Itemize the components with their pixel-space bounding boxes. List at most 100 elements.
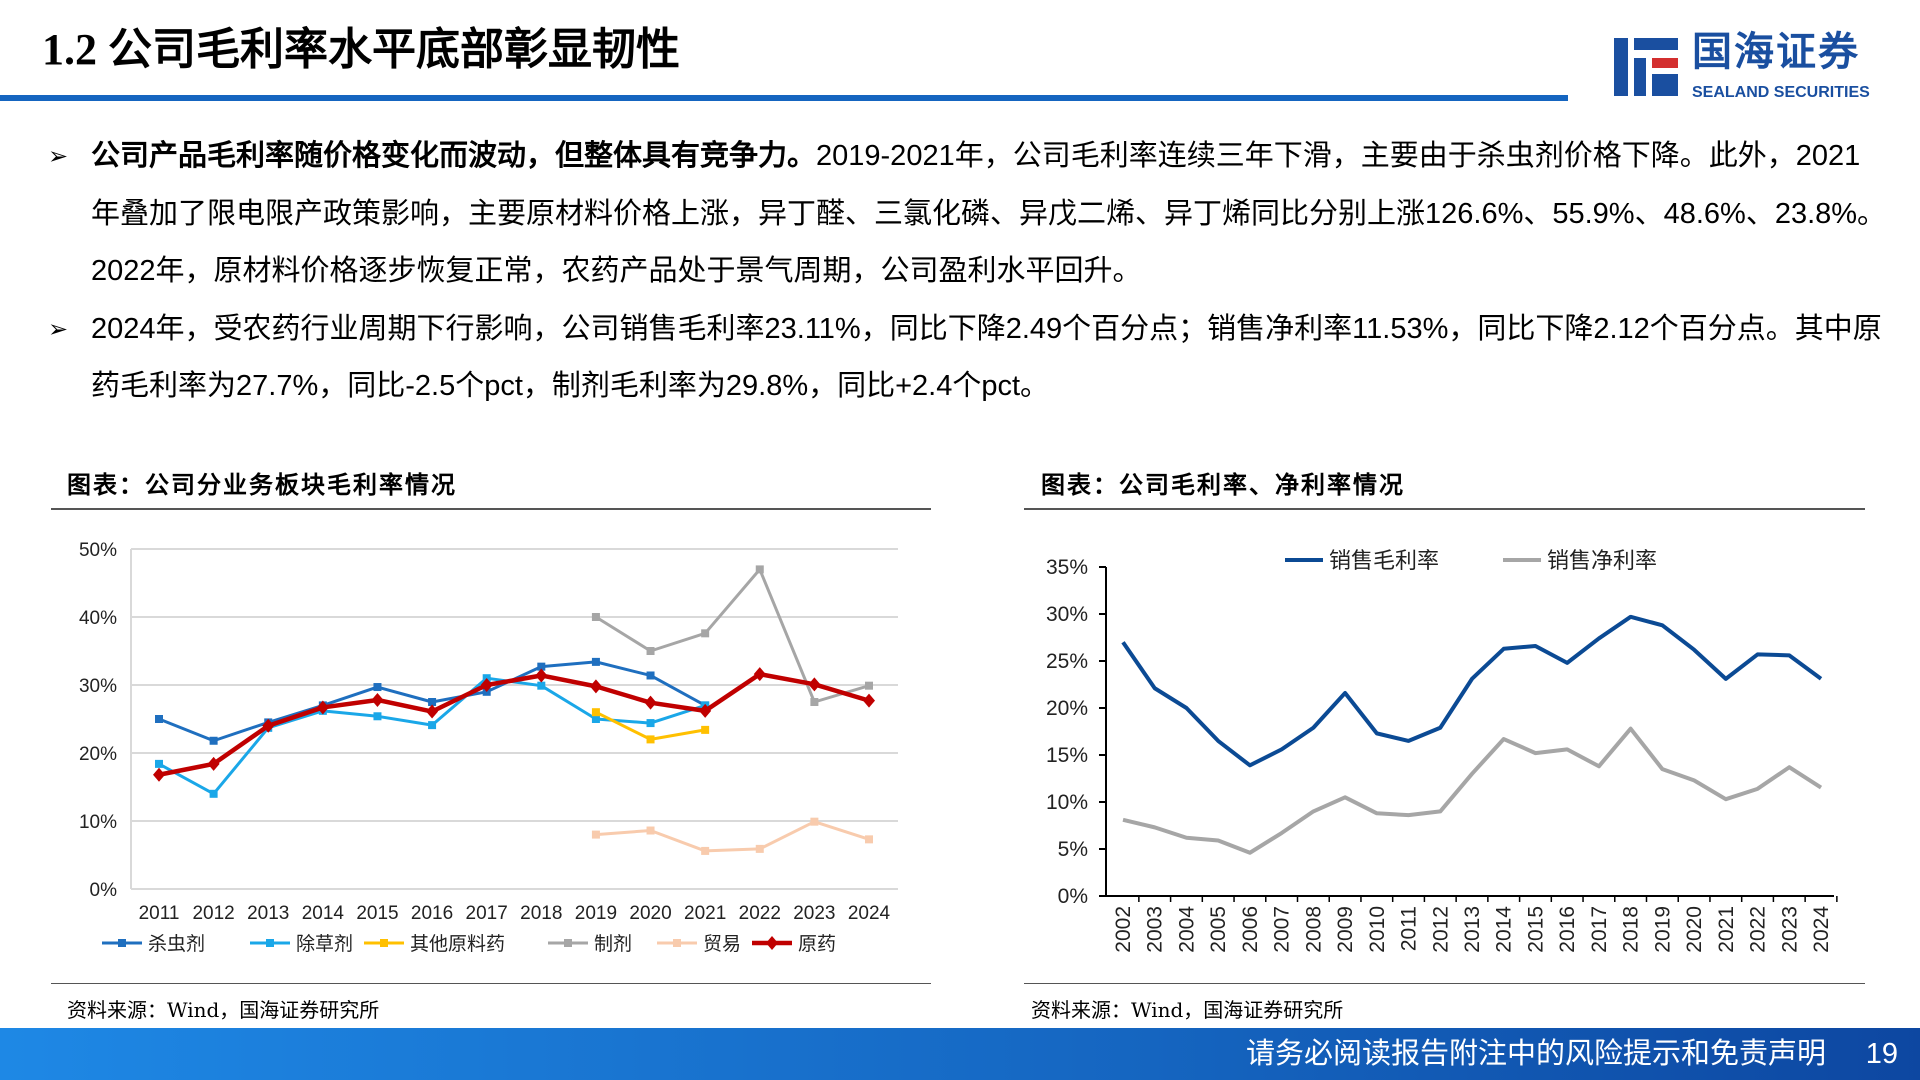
y-tick-label: 50% [79,540,117,561]
legend-label: 除草剂 [296,933,353,955]
data-point [262,718,275,733]
series-line-销售净利率 [1122,726,1823,855]
data-point [865,835,873,844]
bullet-list: ➢ 公司产品毛利率随价格变化而波动，但整体具有竞争力。2019-2021年，公司… [48,128,1888,416]
chart-title-rule [51,508,931,510]
chart-bottom-rule [1024,983,1865,984]
sealand-logo: 国海证券 SEALAND SECURITIES [1610,30,1910,106]
data-point [591,715,600,723]
legend-marker [564,939,572,947]
data-point [591,613,600,621]
title-divider [0,95,1568,101]
x-tick-label: 2006 [1239,906,1262,953]
data-point [699,703,712,718]
data-point [646,719,655,728]
legend-label: 销售毛利率 [1329,548,1439,573]
data-point [863,693,875,708]
data-point [646,647,655,655]
series-line-销售毛利率 [1121,614,1823,768]
bullet-lead: 公司产品毛利率随价格变化而波动，但整体具有竞争力。 [91,140,817,172]
data-point [209,736,218,745]
x-tick-label: 2012 [192,903,234,924]
source-note: 资料来源：Wind，国海证券研究所 [67,998,380,1022]
data-point [755,844,764,853]
x-tick-label: 2020 [629,903,671,924]
data-point [644,695,657,710]
y-tick-label: 5% [1058,838,1088,861]
legend-label: 原药 [798,933,836,955]
x-tick-label: 2024 [1810,906,1833,953]
x-tick-label: 2018 [1620,906,1643,953]
x-tick-label: 2017 [466,903,508,924]
x-tick-label: 2022 [1747,906,1770,953]
legend-marker [266,939,274,947]
chart-title-segment-margin: 图表：公司分业务板块毛利率情况 [67,470,457,499]
data-point [316,700,329,715]
series-line-原药 [158,671,870,777]
x-tick-label: 2020 [1683,906,1706,953]
x-tick-label: 2017 [1588,906,1611,953]
data-point [535,668,548,683]
legend-label: 销售净利率 [1547,548,1657,573]
data-point [591,830,600,839]
x-tick-label: 2011 [139,903,180,924]
x-tick-label: 2014 [1493,906,1516,953]
data-point [371,692,384,707]
legend-marker [380,939,388,947]
data-point [646,826,655,835]
x-tick-label: 2018 [520,903,562,924]
disclaimer-text: 请务必阅读报告附注中的风险提示和免责声明 [1245,1038,1826,1070]
x-tick-label: 2009 [1334,906,1357,953]
x-tick-label: 2021 [684,903,726,924]
x-tick-label: 2003 [1144,906,1167,953]
series-line-制剂 [595,567,870,704]
y-tick-label: 20% [79,744,117,765]
data-point [155,715,163,723]
data-point [753,667,766,682]
bullet-item: ➢ 2024年，受农药行业周期下行影响，公司销售毛利率23.11%，同比下降2.… [48,301,1888,416]
y-tick-label: 25% [1046,650,1088,673]
legend-label: 制剂 [594,933,632,955]
y-tick-label: 20% [1046,697,1088,720]
data-point [153,767,165,782]
data-point [537,662,546,671]
x-tick-label: 2007 [1271,906,1294,953]
data-point [701,725,710,734]
y-tick-label: 0% [90,880,118,901]
x-tick-label: 2008 [1302,906,1325,953]
x-tick-label: 2013 [247,903,289,924]
data-point [810,698,819,706]
data-point [808,677,821,692]
x-tick-label: 2015 [356,903,398,924]
data-point [373,683,382,692]
data-point [589,679,602,694]
arrow-bullet-icon: ➢ [48,143,69,170]
x-tick-label: 2021 [1715,906,1738,953]
x-tick-label: 2002 [1112,906,1135,953]
legend-marker [673,939,681,947]
data-point [155,759,163,768]
legend-label: 其他原料药 [410,933,505,955]
y-tick-label: 35% [1046,556,1088,579]
x-tick-label: 2012 [1429,906,1452,953]
data-point [209,789,218,798]
arrow-bullet-icon: ➢ [48,315,69,343]
footer-bar: 请务必阅读报告附注中的风险提示和免责声明 19 [0,1028,1920,1080]
x-tick-label: 2015 [1524,906,1547,953]
x-tick-label: 2024 [848,903,891,924]
data-point [207,756,220,771]
data-point [701,629,710,638]
y-tick-label: 10% [79,812,117,833]
data-point [701,846,710,855]
x-tick-label: 2016 [411,903,453,924]
data-point [428,698,437,706]
x-tick-label: 2019 [1651,906,1674,953]
y-tick-label: 30% [79,676,117,697]
data-point [810,817,819,826]
y-tick-label: 40% [79,608,117,629]
x-tick-label: 2013 [1461,906,1484,953]
legend-marker [766,936,778,950]
x-tick-label: 2016 [1556,906,1579,953]
bullet-text: 2024年，受农药行业周期下行影响，公司销售毛利率23.11%，同比下降2.49… [91,312,1882,403]
